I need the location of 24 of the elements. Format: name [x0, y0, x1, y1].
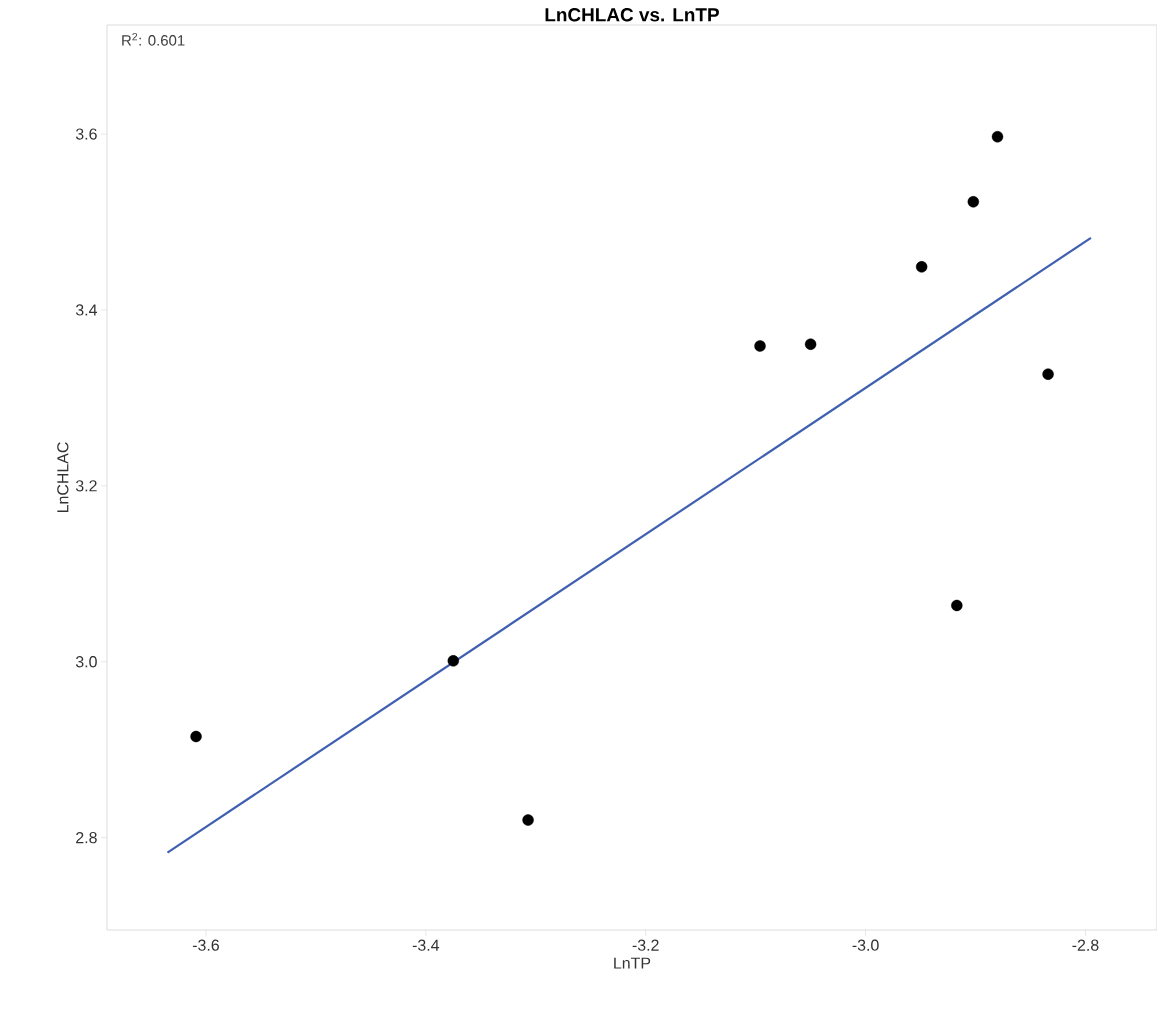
y-tick-label: 3.2 [75, 480, 97, 492]
point [522, 814, 534, 826]
point [447, 655, 460, 667]
x-tick-label: -2.8 [1072, 939, 1099, 951]
point [991, 130, 1004, 143]
point [754, 340, 766, 352]
x-tick-label: -3.2 [632, 939, 659, 951]
x-tick-label: -3.4 [412, 939, 440, 951]
chart-title: LnCHLAC vs. LnTP [545, 8, 719, 22]
y-axis-title: LnCHLAC [57, 442, 69, 513]
point [967, 196, 980, 208]
y-tick-label: 3.0 [75, 656, 97, 668]
point [190, 730, 202, 743]
x-tick-label: -3.6 [192, 939, 219, 951]
y-tick-label: 3.4 [75, 304, 97, 316]
x-tick-label: -3.0 [852, 939, 879, 951]
point [804, 338, 817, 350]
x-axis-title: LnTP [614, 957, 651, 969]
y-tick-label: 2.8 [76, 832, 97, 844]
point [1042, 368, 1054, 380]
point [951, 599, 963, 612]
annotation: R$^{2}$: 0.601 [122, 33, 185, 46]
y-tick-label: 3.6 [75, 128, 97, 140]
point [915, 261, 928, 273]
